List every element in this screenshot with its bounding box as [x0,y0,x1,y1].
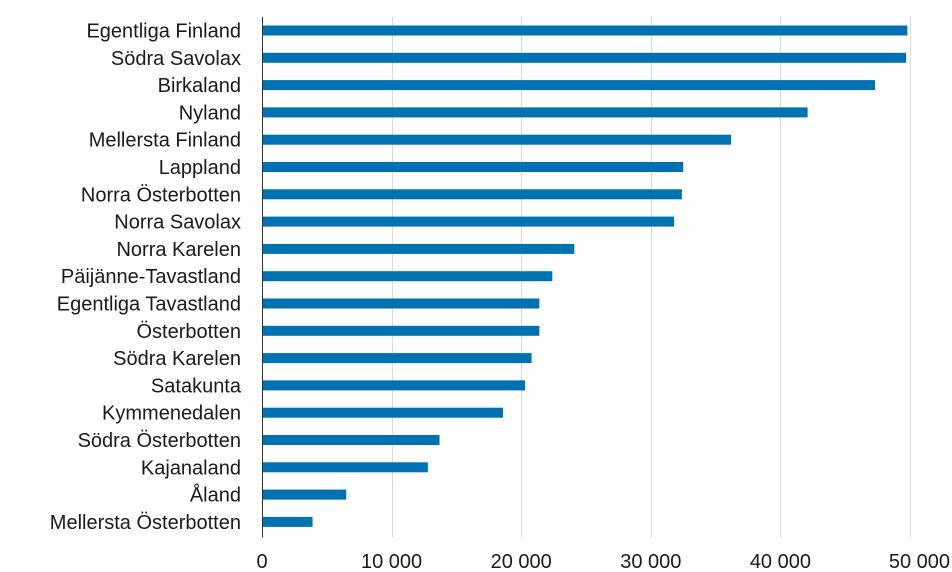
bar-9 [262,271,553,282]
category-label-8: Norra Karelen [116,239,241,261]
bar-14 [262,407,504,418]
bar-0 [262,25,908,36]
bar-17 [262,489,347,500]
x-tick-label-3: 30 000 [620,551,681,572]
bar-5 [262,162,684,172]
bar-3 [262,107,808,118]
category-label-0: Egentliga Finland [86,21,241,43]
category-label-3: Nyland [179,102,241,124]
category-label-2: Birkaland [158,75,241,97]
bar-10 [262,298,540,309]
bar-13 [262,380,526,391]
x-tick-label-0: 0 [256,551,267,572]
category-label-16: Kajanaland [141,457,241,479]
category-label-14: Kymmenedalen [102,403,241,425]
bar-4 [262,134,732,145]
bars [262,25,908,527]
category-label-1: Södra Savolax [111,48,241,70]
category-label-9: Päijänne-Tavastland [61,266,241,288]
bar-2 [262,80,876,91]
bar-1 [262,52,907,63]
category-label-4: Mellersta Finland [89,130,241,152]
x-tick-label-1: 10 000 [361,551,422,572]
category-label-5: Lappland [159,157,241,179]
bar-16 [262,462,428,473]
x-tick-labels: 0 10 000 20 000 30 000 40 000 50 000 [256,551,950,572]
category-label-18: Mellersta Österbotten [50,512,241,534]
x-tick-label-5: 50 000 [889,551,950,572]
bar-18 [262,516,313,527]
x-tick-label-4: 40 000 [750,551,811,572]
category-label-10: Egentliga Tavastland [57,294,241,316]
category-label-15: Södra Österbotten [78,430,241,452]
bar-11 [262,325,540,336]
category-labels: Egentliga Finland Södra Savolax Birkaland N… [50,21,242,534]
category-label-17: Åland [190,484,241,507]
bar-12 [262,353,532,364]
bar-15 [262,435,440,445]
category-label-11: Österbotten [136,321,241,343]
category-label-13: Satakunta [151,375,242,397]
grid-lines [392,17,911,538]
bar-6 [262,189,682,200]
x-tick-label-2: 20 000 [491,551,552,572]
bar-7 [262,216,675,227]
bar-8 [262,243,575,254]
category-label-12: Södra Karelen [113,348,241,370]
category-label-7: Norra Savolax [114,212,241,234]
category-label-6: Norra Österbotten [81,184,241,206]
